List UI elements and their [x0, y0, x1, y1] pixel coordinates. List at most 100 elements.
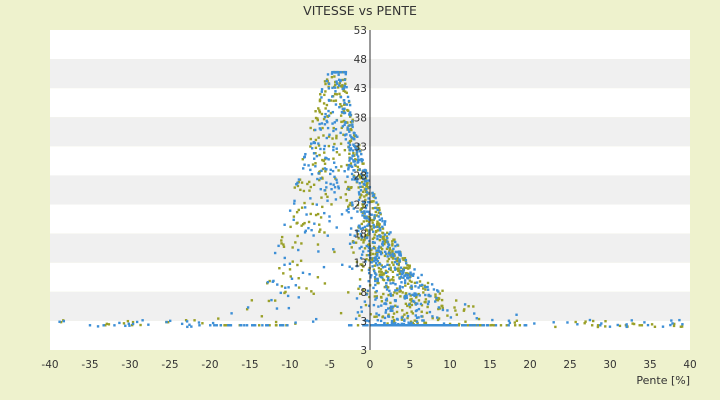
- data-point: [372, 193, 376, 197]
- data-point: [300, 224, 303, 227]
- data-point: [283, 223, 286, 226]
- data-point: [365, 210, 369, 213]
- data-point: [348, 242, 352, 245]
- data-point: [410, 310, 413, 313]
- data-point: [257, 324, 261, 327]
- data-point: [420, 273, 423, 277]
- data-point: [442, 324, 445, 327]
- data-point: [339, 142, 343, 145]
- data-point: [394, 244, 397, 248]
- data-point: [406, 314, 410, 318]
- data-point: [678, 318, 681, 322]
- data-point: [454, 309, 457, 312]
- data-point: [424, 301, 427, 304]
- data-point: [318, 153, 321, 157]
- data-point: [385, 282, 388, 285]
- data-point: [370, 218, 373, 222]
- data-point: [378, 273, 382, 276]
- data-point: [325, 186, 328, 189]
- data-point: [470, 324, 473, 327]
- data-point: [376, 279, 379, 283]
- data-point: [300, 242, 303, 245]
- data-point: [326, 234, 329, 237]
- data-point: [289, 225, 292, 229]
- data-point: [96, 325, 100, 328]
- data-point: [358, 247, 361, 250]
- data-point: [317, 144, 321, 147]
- data-point: [430, 283, 434, 286]
- data-point: [348, 149, 352, 152]
- data-point: [358, 226, 361, 229]
- data-point: [385, 235, 388, 238]
- data-point: [320, 90, 323, 93]
- data-point: [347, 186, 350, 189]
- data-point: [410, 280, 413, 284]
- data-point: [104, 324, 107, 327]
- data-point: [118, 321, 121, 325]
- data-point: [467, 305, 470, 308]
- data-point: [404, 292, 408, 295]
- data-point: [429, 294, 432, 298]
- data-point: [193, 319, 196, 322]
- data-point: [413, 324, 416, 327]
- data-point: [349, 134, 352, 137]
- data-point: [391, 250, 394, 254]
- data-point: [297, 178, 301, 181]
- data-point: [374, 258, 377, 262]
- data-point: [282, 245, 286, 248]
- data-point: [367, 320, 371, 323]
- data-point: [368, 229, 371, 232]
- data-point: [398, 271, 402, 275]
- data-point: [363, 195, 366, 198]
- data-point: [371, 265, 374, 268]
- data-point: [327, 114, 331, 117]
- data-point: [491, 318, 494, 322]
- data-point: [375, 201, 378, 204]
- data-point: [229, 324, 233, 327]
- data-point: [273, 299, 277, 302]
- data-point: [323, 144, 326, 148]
- data-point: [310, 173, 314, 176]
- data-point: [395, 310, 399, 314]
- data-point: [347, 141, 350, 145]
- data-point: [397, 250, 400, 253]
- data-point: [387, 243, 390, 246]
- y-tick-label: 3: [360, 316, 367, 328]
- data-point: [366, 233, 370, 237]
- data-point: [416, 324, 419, 327]
- data-point: [300, 206, 304, 209]
- data-point: [457, 322, 461, 326]
- data-point: [362, 205, 365, 208]
- data-point: [374, 324, 377, 327]
- data-point: [375, 273, 378, 276]
- data-point: [283, 256, 286, 260]
- data-point: [475, 317, 478, 320]
- data-point: [360, 238, 363, 241]
- data-point: [390, 319, 394, 323]
- data-point: [383, 223, 387, 226]
- data-point: [367, 245, 370, 249]
- x-tick-label: -25: [161, 359, 178, 371]
- data-point: [297, 296, 300, 299]
- data-point: [315, 317, 318, 321]
- data-point: [352, 169, 355, 172]
- data-point: [305, 213, 308, 216]
- data-point: [245, 324, 249, 327]
- data-point: [490, 323, 494, 327]
- data-point: [338, 106, 341, 109]
- data-point: [399, 295, 402, 298]
- data-point: [352, 131, 356, 135]
- data-point: [334, 103, 338, 106]
- data-point: [312, 292, 315, 295]
- data-point: [400, 272, 404, 276]
- data-point: [407, 272, 410, 275]
- data-point: [401, 257, 404, 260]
- data-point: [632, 322, 636, 326]
- data-point: [219, 324, 223, 327]
- data-point: [344, 180, 347, 184]
- data-point: [331, 169, 335, 173]
- data-point: [342, 89, 345, 93]
- data-point: [347, 166, 350, 169]
- x-tick-label: 40: [683, 359, 696, 371]
- data-point: [350, 324, 353, 327]
